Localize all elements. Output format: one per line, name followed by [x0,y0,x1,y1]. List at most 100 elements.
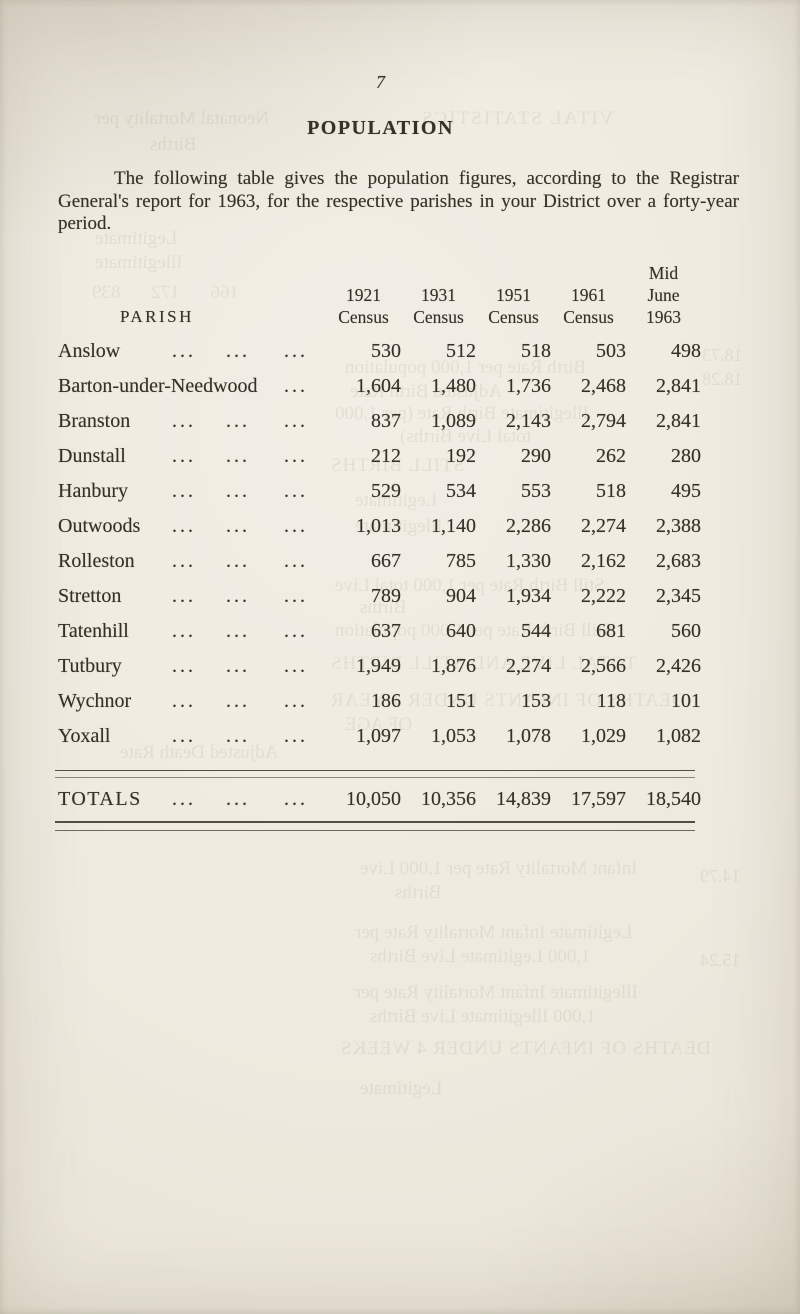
col-header-census-3: Census [488,306,539,327]
parish-name: Outwoods [58,515,141,537]
population-value: 518 [596,480,626,502]
population-value: 2,222 [581,585,626,607]
population-value: 512 [446,340,476,362]
ghost-text: 1,000 Illegitimate Live Births [370,1006,596,1027]
population-value: 1,097 [356,725,401,747]
parish-name: Dunstall [58,445,126,467]
col-header-1963: 1963 [646,306,681,327]
ghost-text: Infant Mortality Rate per 1,000 Live [360,858,638,879]
rule-above-totals [55,770,695,778]
population-value: 1,949 [356,655,401,677]
intro-paragraph: The following table gives the population… [58,168,739,234]
dot-leader: ... [284,340,308,362]
dot-leader: ... [172,585,196,607]
col-header-census-2: Census [413,306,464,327]
dot-leader: ... [284,690,308,712]
table-row: Branston......... 837 1,089 2,143 2,794 2,841 [58,404,701,439]
ghost-text: 18.28 [702,369,743,389]
population-value: 2,274 [506,655,551,677]
population-value: 2,345 [656,585,701,607]
parish-name: Yoxall [58,725,111,747]
col-header-year-1921: 1921 [346,284,381,305]
ghost-text: 14.79 [700,866,741,886]
population-value: 529 [371,480,401,502]
header-line-years: 1921 1931 1951 1961 June [58,284,701,306]
population-value: 904 [446,585,476,607]
table-row: Wychnor......... 186 151 153 118 101 [58,684,701,719]
table-header: Mid 1921 1931 1951 1961 June PARISH Cens… [58,262,701,328]
col-header-year-1951: 1951 [496,284,531,305]
dot-leader: ... [172,410,196,432]
parish-name: Barton-under-Needwood [58,375,258,397]
dot-leader: ... [284,725,308,747]
dot-leader: ... [226,515,250,537]
table-row: Tutbury......... 1,949 1,876 2,274 2,566 2,42… [58,649,701,684]
population-value: 503 [596,340,626,362]
population-value: 2,143 [506,410,551,432]
population-value: 1,330 [506,550,551,572]
dot-leader: ... [172,480,196,502]
population-value: 153 [521,690,551,712]
table-rows: Anslow......... 530 512 518 503 498 Barton-und… [58,334,701,754]
parish-name: Anslow [58,340,121,362]
population-value: 2,794 [581,410,626,432]
population-value: 290 [521,445,551,467]
population-value: 212 [371,445,401,467]
population-value: 789 [371,585,401,607]
dot-leader: ... [226,410,250,432]
population-value: 2,566 [581,655,626,677]
dot-leader: ... [226,340,250,362]
population-value: 637 [371,620,401,642]
population-value: 534 [446,480,476,502]
table-row: Yoxall......... 1,097 1,053 1,078 1,029 1,082 [58,719,701,754]
population-value: 1,604 [356,375,401,397]
population-value: 1,078 [506,725,551,747]
table-row: Stretton......... 789 904 1,934 2,222 2,345 [58,579,701,614]
population-value: 640 [446,620,476,642]
population-value: 2,841 [656,375,701,397]
dot-leader: ... [226,690,250,712]
dot-leader: ... [226,445,250,467]
population-value: 262 [596,445,626,467]
population-value: 2,162 [581,550,626,572]
dot-leader: ... [284,585,308,607]
dot-leader: ... [226,725,250,747]
dot-leader: ... [172,787,196,810]
page-title: POPULATION [307,117,454,139]
ghost-text: 1,000 Legitimate Live Births [370,946,591,967]
table-row: Hanbury......... 529 534 553 518 495 [58,474,701,509]
dot-leader: ... [172,725,196,747]
totals-host: TOTALS......... 10,050 10,356 14,839 17,597 1… [58,780,701,818]
col-header-june: June [647,284,680,305]
population-value: 186 [371,690,401,712]
dot-leader: ... [284,480,308,502]
dot-leader: ... [226,655,250,677]
population-value: 681 [596,620,626,642]
table-row: Anslow......... 530 512 518 503 498 [58,334,701,369]
population-value: 118 [596,690,626,712]
table-row: Outwoods......... 1,013 1,140 2,286 2,274 2,3… [58,509,701,544]
population-value: 544 [521,620,551,642]
population-value: 2,841 [656,410,701,432]
dot-leader: ... [226,550,250,572]
dot-leader: ... [172,690,196,712]
population-value: 17,597 [571,787,626,810]
parish-name: Stretton [58,585,122,607]
parish-name: Tutbury [58,655,122,677]
col-header-census-1: Census [338,306,389,327]
population-value: 101 [671,690,701,712]
rule-below-totals [55,821,695,831]
totals-row: TOTALS......... 10,050 10,356 14,839 17,597 1… [58,780,701,818]
col-header-mid: Mid [648,262,679,283]
parish-name: Wychnor [58,690,132,712]
population-value: 495 [671,480,701,502]
table-row: Dunstall......... 212 192 290 262 280 [58,439,701,474]
dot-leader: ... [172,655,196,677]
parish-header: PARISH [120,307,194,326]
population-value: 10,050 [346,787,401,810]
dot-leader: ... [172,340,196,362]
dot-leader: ... [284,550,308,572]
population-value: 1,089 [431,410,476,432]
parish-name: Rolleston [58,550,135,572]
dot-leader: ... [172,620,196,642]
